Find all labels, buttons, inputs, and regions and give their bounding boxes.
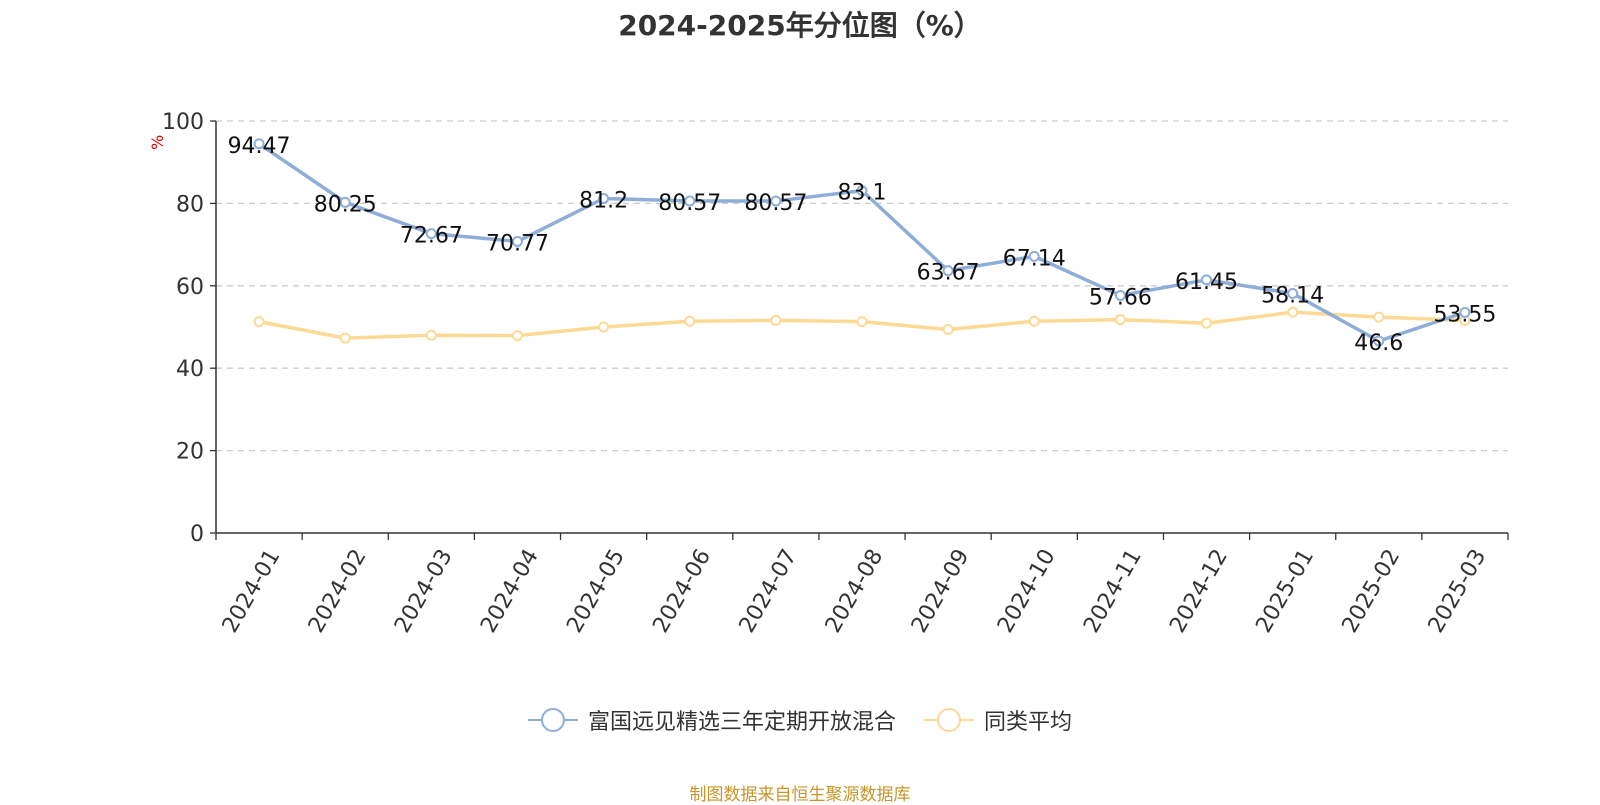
data-point-1 [1201,317,1213,329]
x-tick-label: 2024-01 [218,545,286,637]
series-layer [253,138,1471,347]
x-tick-label: 2024-05 [562,545,630,637]
data-point-0 [425,228,437,240]
data-point-1 [511,330,523,342]
data-point-0 [1114,289,1126,301]
x-tick-label: 2024-10 [993,545,1061,637]
data-point-0 [1373,335,1385,347]
x-tick-label: 2024-03 [390,545,458,637]
data-label: 94.47 [228,134,291,159]
data-label: 70.77 [486,231,549,256]
data-label: 80.25 [314,192,377,217]
legend-label-fund: 富国远见精选三年定期开放混合 [587,710,896,735]
data-point-0 [770,195,782,207]
y-tick-label: 60 [176,275,204,300]
y-tick-label: 20 [176,440,204,465]
data-label: 81.2 [579,188,628,213]
data-label: 80.57 [658,191,721,216]
data-label: 63.67 [917,261,980,286]
data-point-0 [684,195,696,207]
data-point-1 [684,315,696,327]
data-label: 83.1 [838,181,887,206]
data-point-1 [942,323,954,335]
chart-title: 2024-2025年分位图（%） [618,9,982,42]
x-tick-label: 2025-02 [1338,545,1406,637]
x-tick-label: 2025-03 [1424,545,1492,637]
data-point-1 [598,321,610,333]
y-tick-label: 100 [162,110,204,135]
data-point-0 [598,192,610,204]
data-point-0 [856,185,868,197]
x-tick-label: 2024-12 [1165,545,1233,637]
x-tick-label: 2024-09 [907,545,975,637]
data-point-1 [1114,314,1126,326]
x-tick-label: 2024-11 [1079,545,1147,637]
data-point-0 [253,138,265,150]
data-point-1 [253,316,265,328]
data-label: 46.6 [1354,331,1403,356]
legend-item-fund[interactable]: 富国远见精选三年定期开放混合 [527,704,896,736]
data-label: 67.14 [1003,246,1066,271]
legend-label-category-average: 同类平均 [984,710,1073,735]
legend-marker-category-average [924,707,974,733]
data-label: 72.67 [400,224,463,249]
legend-item-category-average[interactable]: 同类平均 [924,704,1072,736]
data-point-1 [339,332,351,344]
data-point-1 [856,316,868,328]
x-tick-label: 2025-01 [1251,545,1319,637]
x-tick-label: 2024-06 [648,545,716,637]
data-label: 57.66 [1089,285,1152,310]
x-tick-label: 2024-08 [821,545,889,637]
data-source-note: 制图数据来自恒生聚源数据库 [689,785,911,805]
data-point-1 [425,329,437,341]
y-tick-label: 0 [190,522,204,547]
data-point-1 [1028,315,1040,327]
x-tick-label: 2024-07 [735,545,803,637]
line-chart: 0 20 40 60 80 100 2024-01 2024-02 2024-03 2024-04… [162,110,1509,637]
y-tick-label: 80 [176,192,204,217]
data-label: 53.55 [1433,302,1496,327]
legend: 富国远见精选三年定期开放混合 同类平均 [0,704,1600,736]
data-label: 80.57 [744,191,807,216]
x-tick-label: 2024-04 [476,545,544,637]
data-point-1 [1287,306,1299,318]
y-tick-label: 40 [176,357,204,382]
data-point-0 [1028,250,1040,262]
data-point-1 [770,314,782,326]
data-labels-layer: 94.47 80.25 72.67 70.77 81.2 80.57 80.57 83.1 63… [228,134,1497,356]
data-point-0 [942,265,954,277]
data-point-0 [1459,306,1471,318]
legend-marker-fund [527,707,578,733]
data-point-1 [1373,311,1385,323]
data-label: 61.45 [1175,270,1238,295]
data-point-0 [1287,287,1299,299]
data-label: 58.14 [1261,283,1324,308]
data-point-0 [1201,274,1213,286]
data-point-0 [511,235,523,247]
x-tick-label: 2024-02 [304,545,372,637]
data-point-0 [339,196,351,208]
axes: 0 20 40 60 80 100 2024-01 2024-02 2024-03 2024-04… [162,110,1509,637]
